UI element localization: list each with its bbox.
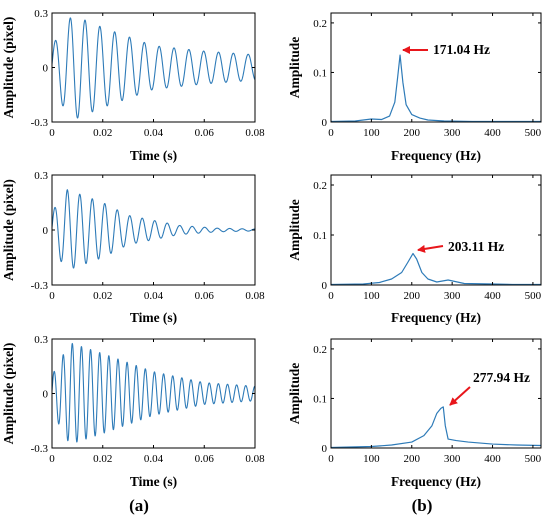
x-tick-label: 0.08	[245, 290, 265, 302]
axes-box	[330, 338, 542, 449]
x-tick-label: 500	[525, 290, 542, 302]
y-tick-label: 0	[43, 225, 49, 237]
series-line	[51, 189, 256, 269]
x-tick-label: 0.02	[93, 453, 112, 465]
y-axis-label: Amplitude (pixel)	[1, 343, 16, 445]
peak-arrow	[417, 244, 444, 253]
y-axis-label: Amplitude	[287, 199, 302, 261]
y-tick-label: -0.3	[31, 443, 49, 455]
y-tick-label: -0.3	[31, 117, 49, 129]
y-axis-label: Amplitude (pixel)	[1, 179, 16, 281]
y-axis-label: Amplitude	[287, 37, 302, 99]
x-tick-label: 0.06	[195, 453, 215, 465]
y-tick-label: -0.3	[31, 280, 49, 292]
x-tick-label: 400	[484, 290, 501, 302]
x-tick-label: 0.06	[195, 127, 215, 139]
x-tick-label: 0	[328, 453, 334, 465]
y-axis-label: Amplitude	[287, 363, 302, 425]
x-axis-label: Frequency (Hz)	[391, 474, 481, 489]
y-tick-label: 0	[322, 280, 328, 292]
y-tick-label: 0	[322, 443, 328, 455]
series-line	[330, 54, 541, 123]
x-tick-label: 300	[444, 127, 461, 139]
x-tick-label: 300	[444, 290, 461, 302]
peak-arrow	[449, 386, 471, 406]
y-tick-label: 0.3	[34, 334, 48, 346]
x-tick-label: 0	[328, 127, 334, 139]
axes-box	[330, 174, 542, 286]
x-tick-label: 0.02	[93, 127, 112, 139]
figure-label-b: (b)	[412, 496, 433, 515]
y-tick-label: 0.1	[313, 67, 327, 79]
x-tick-label: 200	[404, 127, 421, 139]
chart-b2: 0 100 200 300 400 500 0 0.1 0.2 Frequency (Hz) Amp…	[287, 174, 542, 325]
x-axis-label: Time (s)	[130, 148, 177, 163]
x-tick-label: 0.06	[195, 290, 215, 302]
peak-label: 277.94 Hz	[473, 370, 530, 385]
x-axis-label: Frequency (Hz)	[391, 148, 481, 163]
x-tick-label: 300	[444, 453, 461, 465]
x-tick-label: 500	[525, 453, 542, 465]
series-line	[51, 17, 256, 119]
x-tick-label: 0.08	[245, 127, 265, 139]
chart-b3: 0 100 200 300 400 500 0 0.1 0.2 Frequency (Hz) Amp…	[287, 338, 542, 489]
x-tick-label: 0.02	[93, 290, 112, 302]
x-tick-label: 100	[363, 453, 380, 465]
x-tick-label: 400	[484, 453, 501, 465]
y-tick-label: 0.2	[313, 180, 327, 192]
y-tick-label: 0.1	[313, 393, 327, 405]
y-tick-label: 0.1	[313, 230, 327, 242]
x-tick-label: 0	[49, 290, 55, 302]
figure-label-a: (a)	[129, 496, 149, 515]
x-axis-label: Time (s)	[130, 310, 177, 325]
y-tick-label: 0.2	[313, 344, 327, 356]
x-tick-label: 500	[525, 127, 542, 139]
x-axis-label: Time (s)	[130, 474, 177, 489]
peak-label: 203.11 Hz	[448, 239, 504, 254]
y-tick-label: 0.3	[34, 170, 48, 182]
x-tick-label: 100	[363, 127, 380, 139]
x-tick-label: 400	[484, 127, 501, 139]
x-tick-label: 0.08	[245, 453, 265, 465]
y-tick-label: 0	[43, 389, 49, 401]
x-tick-label: 0.04	[144, 290, 164, 302]
x-tick-label: 0	[49, 127, 55, 139]
y-tick-label: 0.3	[34, 8, 48, 20]
y-tick-label: 0	[322, 117, 328, 129]
x-tick-label: 100	[363, 290, 380, 302]
x-tick-label: 0.04	[144, 453, 164, 465]
x-tick-label: 200	[404, 453, 421, 465]
series-line	[330, 406, 542, 449]
axes-box	[51, 12, 256, 123]
axes-box	[330, 12, 542, 123]
y-tick-label: 0.2	[313, 18, 327, 30]
y-axis-label: Amplitude (pixel)	[1, 17, 16, 119]
x-axis-label: Frequency (Hz)	[391, 310, 481, 325]
y-tick-label: 0	[43, 63, 49, 75]
chart-b1: 0 100 200 300 400 500 0 0.1 0.2 Frequency (Hz) Amp…	[287, 12, 542, 163]
x-tick-label: 0	[328, 290, 334, 302]
x-tick-label: 200	[404, 290, 421, 302]
x-tick-label: 0	[49, 453, 55, 465]
x-tick-label: 0.04	[144, 127, 164, 139]
series-line	[330, 252, 541, 286]
peak-label: 171.04 Hz	[433, 42, 490, 57]
series-line	[51, 342, 256, 443]
